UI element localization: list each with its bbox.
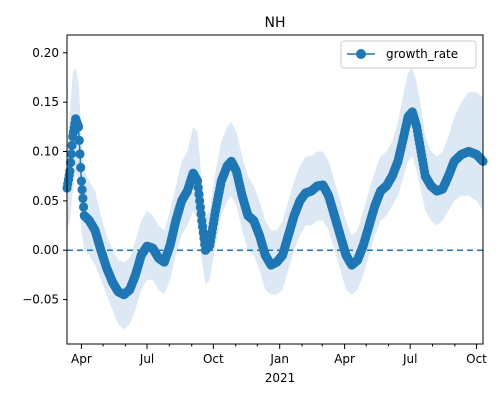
data-point [73, 122, 84, 132]
y-tick-label: −0.05 [22, 293, 59, 307]
data-point [75, 149, 85, 159]
x-tick-label: Oct [466, 352, 487, 366]
data-point [76, 162, 86, 173]
y-tick-label: 0.15 [32, 95, 59, 109]
x-tick-label: Jan [269, 352, 289, 366]
data-point [65, 166, 75, 176]
x-axis: Apr Jul Oct Jan Apr Jul Oct [71, 344, 487, 366]
data-point [66, 149, 76, 159]
data-point [74, 135, 84, 145]
legend: growth_rate [340, 40, 477, 69]
x-tick-label: Jul [139, 352, 154, 366]
x-tick-label: Apr [71, 352, 92, 366]
data-point [77, 185, 87, 195]
series-marker-layer [62, 107, 488, 300]
confidence-band [67, 67, 483, 330]
chart-title: NH [265, 15, 286, 31]
confidence-band-layer [67, 67, 483, 330]
data-point [78, 193, 88, 203]
y-tick-label: 0.05 [32, 194, 59, 208]
legend-entry-growth-rate: growth_rate [386, 47, 458, 61]
data-point [76, 176, 87, 186]
x-tick-label: Jul [402, 352, 417, 366]
plot-frame [66, 34, 484, 345]
y-axis: −0.05 0.00 0.05 0.10 0.15 0.20 [22, 46, 67, 307]
data-point [67, 140, 77, 150]
legend-box [340, 40, 477, 69]
y-tick-label: 0.00 [32, 243, 59, 257]
data-point [66, 158, 76, 168]
x-tick-label: Apr [334, 352, 355, 366]
y-tick-label: 0.10 [32, 144, 59, 158]
y-tick-label: 0.20 [32, 46, 59, 60]
data-point [78, 202, 89, 212]
legend-marker-swatch [356, 49, 366, 59]
x-axis-year-label: 2021 [265, 371, 296, 385]
x-tick-label: Oct [203, 352, 224, 366]
